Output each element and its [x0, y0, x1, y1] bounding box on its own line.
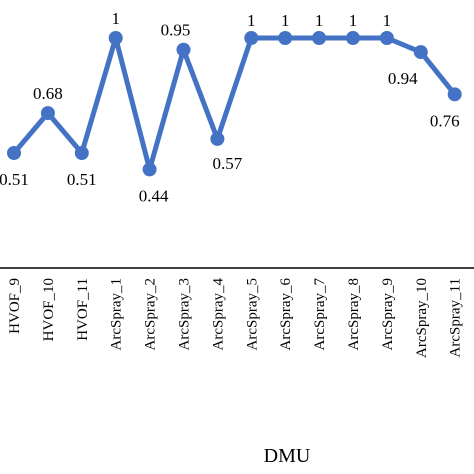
data-label: 1: [383, 11, 392, 30]
data-label: 0.57: [213, 154, 243, 173]
data-label: 0.51: [67, 170, 97, 189]
marker: [278, 31, 293, 45]
marker: [108, 31, 123, 45]
data-label: 1: [315, 11, 324, 30]
marker: [346, 31, 360, 45]
data-label: 1: [349, 11, 358, 30]
data-label: 0.51: [0, 170, 29, 189]
x-tick-label: HVOF_9: [7, 278, 23, 334]
x-tick-label: ArcSpray_5: [244, 278, 260, 350]
x-tick-label: ArcSpray_7: [312, 278, 328, 351]
data-label: 0.95: [161, 21, 191, 40]
x-tick-label: ArcSpray_2: [143, 278, 159, 350]
marker: [74, 146, 89, 161]
marker: [447, 87, 462, 102]
x-tick-label: ArcSpray_1: [109, 278, 125, 350]
x-tick-label: ArcSpray_8: [346, 278, 362, 350]
x-tick-label: ArcSpray_11: [448, 278, 464, 357]
x-axis-title: DMU: [264, 445, 311, 467]
data-label: 1: [281, 11, 290, 30]
data-label: 1: [247, 11, 256, 30]
marker: [210, 131, 225, 146]
marker: [379, 31, 394, 45]
x-tick-label: HVOF_11: [75, 278, 91, 341]
data-label: 0.76: [430, 111, 460, 130]
data-label: 1: [111, 9, 120, 28]
x-tick-label: ArcSpray_3: [177, 278, 193, 350]
marker: [40, 106, 55, 121]
x-tick-label: HVOF_10: [41, 278, 57, 341]
marker: [244, 31, 259, 45]
x-tick-label: ArcSpray_4: [210, 278, 226, 351]
marker: [413, 45, 428, 60]
x-tick-label: ArcSpray_9: [380, 278, 396, 350]
marker: [312, 31, 327, 45]
data-label: 0.68: [33, 84, 63, 103]
x-tick-label: ArcSpray_6: [278, 278, 294, 351]
data-label: 0.94: [388, 69, 418, 88]
marker: [7, 146, 21, 161]
marker: [142, 162, 157, 177]
x-tick-label: ArcSpray_10: [414, 278, 430, 358]
marker: [176, 42, 191, 57]
data-label: 0.44: [139, 186, 169, 205]
